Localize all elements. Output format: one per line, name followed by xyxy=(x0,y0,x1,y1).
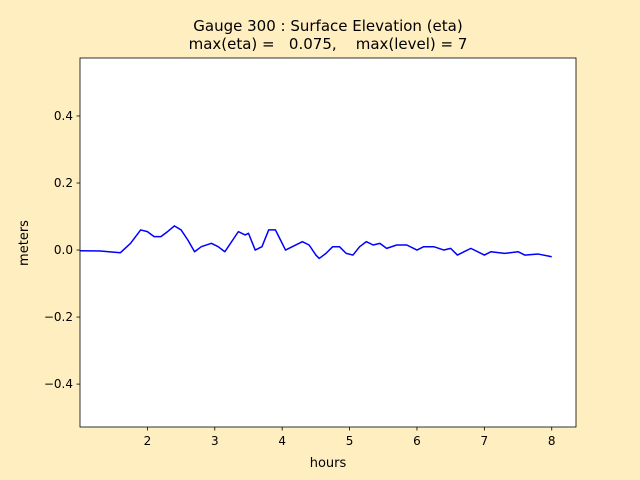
data-line xyxy=(79,225,552,260)
x-tick-label: 3 xyxy=(211,434,219,448)
y-tick-label: −0.4 xyxy=(44,377,73,391)
y-tick-label: 0.2 xyxy=(54,176,73,190)
y-axis-label: meters xyxy=(17,220,32,266)
chart-title: Gauge 300 : Surface Elevation (eta) xyxy=(193,17,462,35)
x-tick-label: 5 xyxy=(346,434,354,448)
plot-area xyxy=(80,58,576,427)
x-tick-label: 8 xyxy=(548,434,556,448)
y-tick-label: 0.0 xyxy=(54,243,73,257)
chart-subtitle: max(eta) = 0.075, max(level) = 7 xyxy=(189,35,468,53)
y-tick-label: 0.4 xyxy=(54,109,73,123)
y-tick-label: −0.2 xyxy=(44,310,73,324)
x-tick-label: 4 xyxy=(278,434,286,448)
plot-frame xyxy=(79,57,577,428)
x-tick-label: 7 xyxy=(481,434,489,448)
x-tick-label: 2 xyxy=(144,434,152,448)
x-axis-label: hours xyxy=(310,456,347,471)
x-tick-label: 6 xyxy=(413,434,421,448)
